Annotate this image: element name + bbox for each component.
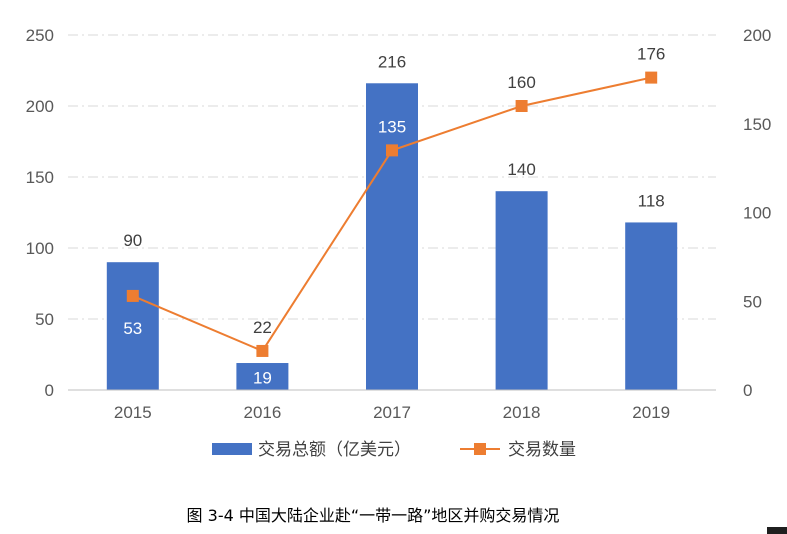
- legend-label-line: 交易数量: [508, 440, 576, 460]
- bar-value-label: 216: [378, 52, 406, 71]
- legend-swatch-marker: [474, 443, 486, 455]
- line-point-2015: [126, 289, 139, 302]
- corner-mark: [767, 527, 787, 534]
- x-tick-label: 2016: [243, 403, 281, 422]
- bar-2018: [495, 191, 548, 390]
- y-left-tick-label: 150: [26, 168, 54, 187]
- line-value-label: 22: [253, 318, 272, 337]
- line-point-2019: [645, 71, 658, 84]
- data-labels: 90 19 216 140 118 53 22 135 160 176: [123, 45, 665, 388]
- y-left-tick-label: 200: [26, 97, 54, 116]
- line-point-2018: [515, 100, 528, 112]
- bar-value-label: 118: [638, 191, 665, 210]
- legend-label-bar: 交易总额（亿美元）: [258, 440, 411, 460]
- y-right-tick-label: 100: [743, 204, 771, 223]
- bar-2019: [625, 222, 678, 390]
- bar-2017: [366, 83, 418, 390]
- y-left-tick-label: 100: [26, 239, 54, 258]
- line-point-2017: [386, 144, 398, 157]
- line-value-label: 176: [637, 45, 665, 64]
- chart: 0 50 100 150 200 250 0 50 100 150 200 2015 2016 2017 2…: [26, 26, 772, 460]
- y-right-tick-label: 50: [743, 292, 762, 311]
- line-value-label: 160: [507, 73, 535, 92]
- x-tick-label: 2015: [114, 403, 152, 422]
- y-left-tick-label: 50: [35, 310, 54, 329]
- bar-series: [106, 83, 678, 390]
- y-left-tick-label: 250: [26, 26, 54, 45]
- y-right-tick-label: 150: [743, 115, 771, 134]
- legend: 交易总额（亿美元） 交易数量: [212, 440, 576, 460]
- bar-2016: [236, 363, 289, 390]
- x-tick-label: 2017: [373, 403, 411, 422]
- bar-2015: [106, 262, 159, 390]
- legend-swatch-bar: [212, 443, 252, 455]
- line-point-2016: [256, 344, 269, 357]
- y-left-tick-label: 0: [45, 381, 54, 400]
- axes: 0 50 100 150 200 250 0 50 100 150 200 2015 2016 2017 2…: [26, 26, 772, 422]
- x-tick-label: 2018: [503, 403, 541, 422]
- bar-value-label: 90: [123, 231, 142, 250]
- line-series: [126, 71, 658, 357]
- y-right-tick-label: 200: [743, 26, 771, 45]
- bar-value-label: 19: [253, 369, 272, 388]
- bar-value-label: 140: [507, 160, 535, 179]
- y-right-tick-label: 0: [743, 381, 752, 400]
- line-value-label: 135: [378, 117, 406, 136]
- line-value-label: 53: [123, 319, 142, 338]
- x-tick-label: 2019: [632, 403, 670, 422]
- figure-caption: 图 3-4 中国大陆企业赴“一带一路”地区并购交易情况: [186, 506, 560, 525]
